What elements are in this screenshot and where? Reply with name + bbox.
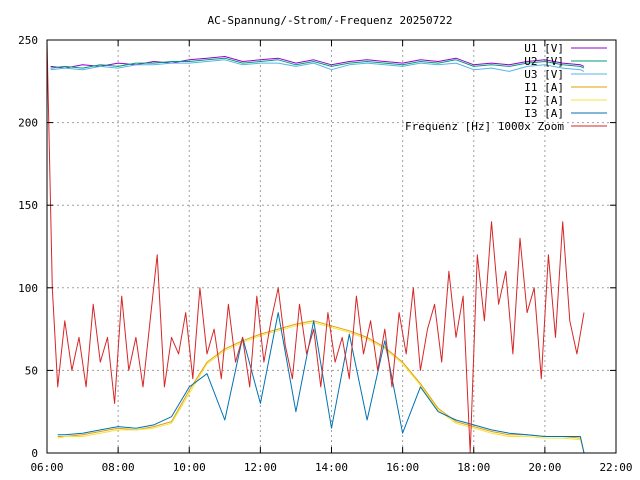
legend-label: I3 [A] [524,107,564,120]
legend-label: U1 [V] [524,42,564,55]
y-tick-label: 200 [18,117,38,130]
legend-label: I2 [A] [524,94,564,107]
series-line-2 [50,59,585,72]
x-tick-label: 10:00 [173,461,206,474]
legend-label: I1 [A] [524,81,564,94]
series-line-0 [50,56,585,69]
y-tick-label: 100 [18,282,38,295]
series-layer [46,39,585,454]
x-tick-label: 22:00 [599,461,632,474]
y-tick-label: 150 [18,199,38,212]
series-line-4 [57,322,585,454]
y-tick-label: 250 [18,34,38,47]
legend: U1 [V]U2 [V]U3 [V]I1 [A]I2 [A]I3 [A]Freq… [405,42,607,133]
series-line-6 [46,39,585,454]
grid [47,40,616,453]
legend-label: Frequenz [Hz] 1000x Zoom [405,120,564,133]
x-tick-label: 14:00 [315,461,348,474]
x-tick-label: 16:00 [386,461,419,474]
x-tick-label: 18:00 [457,461,490,474]
x-tick-label: 06:00 [30,461,63,474]
series-line-5 [57,312,585,454]
y-tick-label: 50 [25,364,38,377]
ticks: 06:00 08:00 10:00 12:00 14:00 16:00 18:00 20:00… [18,34,632,474]
y-tick-label: 0 [31,447,38,460]
x-tick-label: 08:00 [102,461,135,474]
legend-label: U2 [V] [524,55,564,68]
x-tick-label: 20:00 [528,461,561,474]
series-line-1 [50,57,585,69]
legend-label: U3 [V] [524,68,564,81]
chart-title: AC-Spannung/-Strom/-Frequenz 20250722 [207,14,452,27]
x-tick-label: 12:00 [244,461,277,474]
